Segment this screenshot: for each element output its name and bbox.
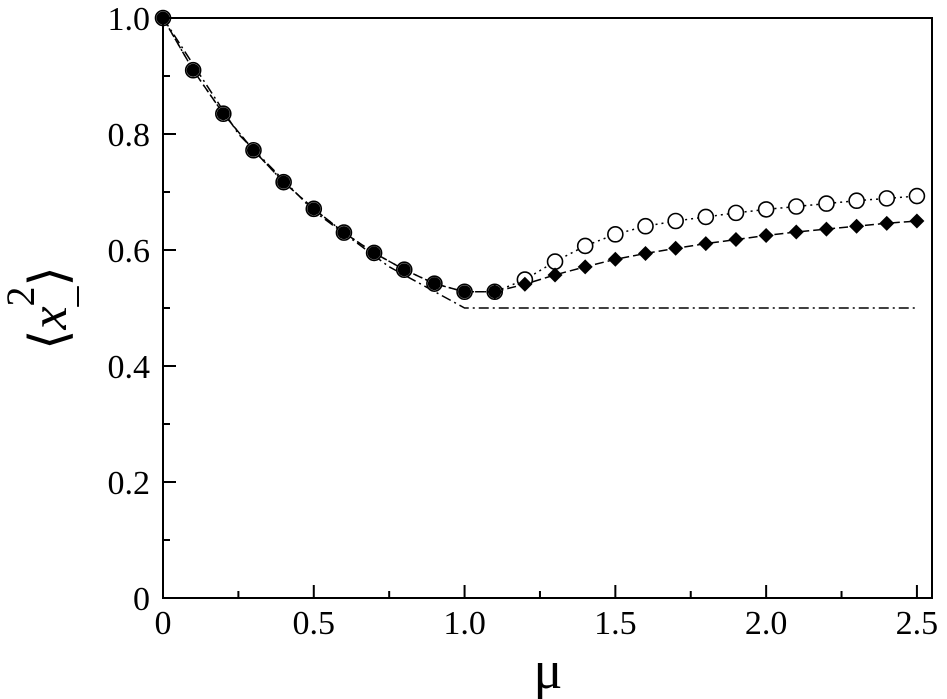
y-label-subscript: _ [38,285,83,307]
data-point-open-circle [818,195,835,212]
data-point-open-circle [607,226,624,243]
series-layer [154,9,926,309]
data-point-open-circle [878,190,896,207]
data-point-filled-circle [337,226,351,240]
data-point-filled-circle [246,143,260,157]
y-tick-label: 0.4 [108,349,151,386]
y-axis-label: ⟨x_2⟩ [0,266,83,350]
data-point-filled-diamond [909,213,925,229]
data-point-filled-circle [307,202,321,216]
y-tick-label: 0.2 [108,465,151,502]
data-point-open-circle [908,187,926,205]
data-point-open-circle [697,208,715,226]
y-tick-label: 0 [133,581,150,618]
y-tick-label: 1.0 [108,1,151,38]
data-point-open-circle [546,253,564,270]
data-point-filled-circle [397,263,411,277]
y-tick-label: 0.6 [108,233,151,270]
data-point-open-circle [727,204,745,222]
data-point-open-circle [637,217,654,235]
data-point-filled-circle [427,277,441,291]
data-point-filled-circle [458,285,472,299]
data-point-open-circle [848,192,865,209]
data-point-filled-diamond [879,215,895,231]
data-point-open-circle [787,198,805,215]
data-point-filled-diamond [607,251,623,267]
y-label-bracket-left: ⟨ [21,330,78,350]
x-axis-label: μ [534,640,563,699]
data-point-filled-diamond [638,245,654,261]
x-tick-label: 0.5 [293,605,336,642]
data-point-filled-diamond [547,267,563,283]
x-tick-label: 2.0 [745,605,788,642]
data-point-filled-diamond [818,221,834,237]
data-point-filled-diamond [698,236,714,252]
data-point-open-circle [667,212,684,230]
x-tick-label: 0 [155,605,172,642]
data-point-filled-diamond [728,232,744,248]
data-point-filled-circle [277,175,291,189]
data-point-filled-diamond [788,224,804,240]
ticks-layer: 0 0.5 1.0 1.5 2.0 2.5 0 0.2 0.4 0.6 0.8 1.0 [108,1,939,642]
data-point-filled-diamond [668,240,684,256]
data-point-open-circle [576,237,594,255]
data-point-filled-circle [367,246,381,260]
svg-text:⟨x_2⟩: ⟨x_2⟩ [0,266,83,350]
series-3-line [162,17,917,309]
data-point-open-circle [757,201,775,218]
data-point-filled-diamond [849,218,865,234]
y-label-superscript: 2 [0,286,43,306]
data-point-filled-diamond [487,284,503,300]
data-point-filled-diamond [577,259,593,275]
x-tick-label: 2.5 [896,605,939,642]
data-point-filled-diamond [758,228,774,243]
y-label-variable: x [21,306,78,330]
x-tick-label: 1.0 [443,605,486,642]
data-point-filled-circle [216,107,230,121]
x-tick-label: 1.5 [594,605,637,642]
y-tick-label: 0.8 [108,117,151,154]
data-point-filled-diamond [517,276,533,292]
data-point-filled-circle [186,63,200,77]
y-label-bracket-right: ⟩ [21,266,78,286]
